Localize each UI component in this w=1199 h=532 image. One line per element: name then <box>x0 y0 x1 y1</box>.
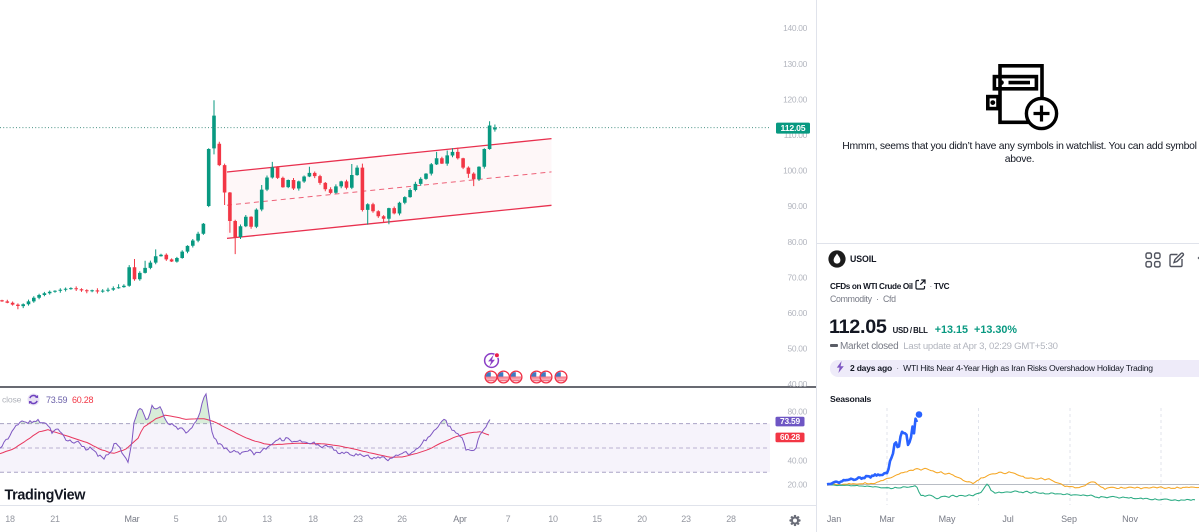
svg-text:60.00: 60.00 <box>788 308 808 318</box>
svg-text:23: 23 <box>353 514 363 524</box>
svg-text:100.00: 100.00 <box>783 166 807 176</box>
svg-text:40.00: 40.00 <box>788 455 808 465</box>
svg-text:13: 13 <box>262 514 272 524</box>
svg-text:7: 7 <box>506 514 511 524</box>
svg-text:28: 28 <box>726 514 736 524</box>
svg-text:15: 15 <box>592 514 602 524</box>
svg-text:50.00: 50.00 <box>788 344 808 354</box>
svg-text:60.28: 60.28 <box>780 432 801 442</box>
svg-text:Mar: Mar <box>125 514 140 524</box>
svg-text:110.00: 110.00 <box>784 130 808 140</box>
svg-text:80.00: 80.00 <box>788 407 808 417</box>
svg-text:TradingView: TradingView <box>5 488 87 504</box>
svg-text:Jan: Jan <box>827 514 841 524</box>
svg-text:90.00: 90.00 <box>788 201 808 211</box>
svg-text:20: 20 <box>637 514 647 524</box>
svg-text:73.59: 73.59 <box>46 395 68 405</box>
svg-text:40.00: 40.00 <box>788 379 808 389</box>
svg-text:130.00: 130.00 <box>783 59 807 69</box>
svg-text:close: close <box>2 395 22 405</box>
svg-text:Jul: Jul <box>1002 514 1013 524</box>
svg-text:140.00: 140.00 <box>783 23 807 33</box>
svg-text:60.28: 60.28 <box>72 395 94 405</box>
svg-text:80.00: 80.00 <box>788 237 808 247</box>
svg-text:18: 18 <box>5 514 15 524</box>
svg-text:10: 10 <box>548 514 558 524</box>
svg-text:20.00: 20.00 <box>788 480 808 490</box>
svg-text:73.59: 73.59 <box>780 416 801 426</box>
svg-text:26: 26 <box>397 514 407 524</box>
svg-text:Sep: Sep <box>1061 514 1077 524</box>
svg-text:70.00: 70.00 <box>788 272 808 282</box>
svg-text:18: 18 <box>308 514 318 524</box>
svg-text:Nov: Nov <box>1122 514 1138 524</box>
svg-text:Apr: Apr <box>453 514 467 524</box>
svg-text:112.05: 112.05 <box>781 123 806 133</box>
svg-text:Mar: Mar <box>879 514 894 524</box>
svg-text:21: 21 <box>50 514 60 524</box>
svg-text:120.00: 120.00 <box>783 94 807 104</box>
svg-text:10: 10 <box>217 514 227 524</box>
svg-text:May: May <box>939 514 956 524</box>
svg-text:5: 5 <box>174 514 179 524</box>
svg-text:23: 23 <box>681 514 691 524</box>
